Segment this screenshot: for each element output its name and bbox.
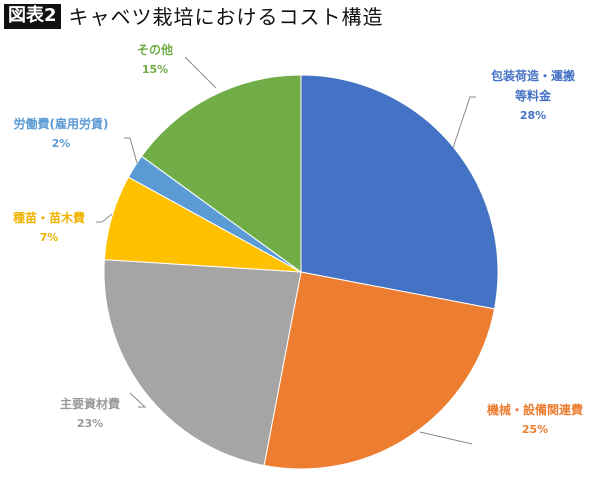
- label-materials-pct: 23%: [76, 417, 104, 430]
- label-labor-pct: 2%: [51, 137, 71, 150]
- leader-line-machinery: [419, 431, 473, 445]
- pie-slice: [140, 74, 302, 273]
- label-materials: 主要資材費 23%: [40, 394, 140, 434]
- pie-slices: [103, 74, 499, 470]
- label-machinery-pct: 25%: [521, 423, 549, 436]
- pie-slice: [103, 259, 302, 467]
- label-packaging: 包装荷造・運搬 等料金 28%: [472, 66, 594, 126]
- label-other-name: その他: [136, 43, 173, 57]
- label-seeds-pct: 7%: [39, 231, 59, 244]
- pie-slice: [263, 271, 496, 470]
- label-machinery: 機械・設備関連費 25%: [470, 400, 600, 440]
- leader-line-seeds: [96, 213, 113, 223]
- leader-line-other: [184, 56, 217, 89]
- label-packaging-name-1: 包装荷造・運搬: [490, 69, 575, 83]
- label-machinery-name: 機械・設備関連費: [486, 403, 583, 417]
- leader-line-packaging: [452, 96, 476, 149]
- label-seeds: 種苗・苗木費 7%: [2, 208, 96, 248]
- label-labor-name: 労働費(雇用労賃): [13, 117, 109, 131]
- leader-lines: [96, 56, 476, 445]
- label-labor: 労働費(雇用労賃) 2%: [2, 114, 120, 154]
- chart-header: 図表2 キャベツ栽培におけるコスト構造: [4, 4, 384, 29]
- pie-slice: [300, 74, 499, 310]
- leader-line-labor: [124, 137, 138, 164]
- label-other: その他 15%: [120, 40, 190, 80]
- label-packaging-name-2: 等料金: [514, 89, 551, 103]
- label-packaging-pct: 28%: [519, 109, 547, 122]
- label-seeds-name: 種苗・苗木費: [12, 211, 85, 225]
- label-other-pct: 15%: [141, 63, 169, 76]
- leader-line-materials: [129, 392, 147, 408]
- label-materials-name: 主要資材費: [59, 397, 120, 411]
- chart-title: キャベツ栽培におけるコスト構造: [68, 4, 384, 29]
- figure-badge: 図表2: [4, 4, 61, 29]
